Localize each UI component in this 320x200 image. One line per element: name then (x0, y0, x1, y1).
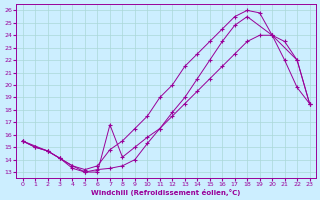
X-axis label: Windchill (Refroidissement éolien,°C): Windchill (Refroidissement éolien,°C) (92, 189, 241, 196)
